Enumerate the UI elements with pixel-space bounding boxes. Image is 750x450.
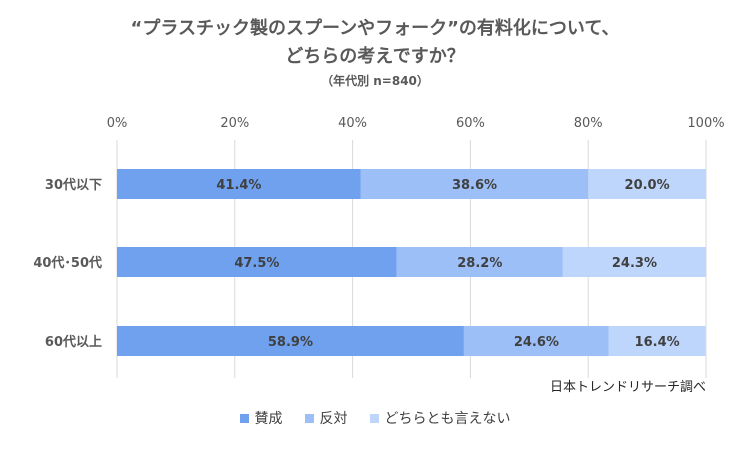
x-tick-label: 100% xyxy=(687,116,724,131)
x-tick-label: 0% xyxy=(107,116,128,131)
x-tick-label: 20% xyxy=(220,116,249,131)
data-label: 16.4% xyxy=(635,335,680,350)
bar-segment xyxy=(360,169,589,199)
legend-swatch-dochiratomo xyxy=(369,413,379,423)
category-label: 60代以上 xyxy=(45,334,102,350)
category-label: 30代以下 xyxy=(45,177,102,193)
legend-item-dochiratomo: どちらとも言えない xyxy=(369,408,511,428)
data-label: 47.5% xyxy=(234,256,279,271)
bar-segment xyxy=(588,169,706,199)
data-label: 20.0% xyxy=(625,178,670,193)
legend-swatch-hantai xyxy=(304,413,314,423)
legend-label-dochiratomo: どちらとも言えない xyxy=(384,411,511,427)
data-label: 58.9% xyxy=(268,335,313,350)
legend-swatch-sansei xyxy=(239,413,249,423)
bar-segment xyxy=(117,326,464,356)
bar-segment xyxy=(117,247,397,277)
x-tick-label: 40% xyxy=(338,116,367,131)
legend-item-hantai: 反対 xyxy=(304,408,348,428)
chart-title-line-1: “プラスチック製のスプーンやフォーク”の有料化について、 xyxy=(130,18,620,39)
data-label: 28.2% xyxy=(457,256,502,271)
bar-segment xyxy=(463,326,609,356)
x-tick-label: 60% xyxy=(456,116,485,131)
data-label: 41.4% xyxy=(216,178,261,193)
data-label: 24.3% xyxy=(612,256,657,271)
chart-title-line-2: どちらの考えですか？ xyxy=(285,46,465,67)
data-label: 38.6% xyxy=(452,178,497,193)
data-label: 24.6% xyxy=(514,335,559,350)
bar-segment xyxy=(562,247,706,277)
source-note: 日本トレンドリサーチ調べ xyxy=(549,380,706,395)
bar-segment xyxy=(117,169,361,199)
bar-segment xyxy=(608,326,706,356)
legend: 賛成 反対 どちらとも言えない xyxy=(0,408,750,428)
legend-label-sansei: 賛成 xyxy=(254,411,283,427)
bar-segment xyxy=(396,247,563,277)
chart-subtitle: （年代別 n=840） xyxy=(321,74,429,88)
legend-item-sansei: 賛成 xyxy=(239,408,283,428)
category-label: 40代･50代 xyxy=(33,255,102,271)
legend-label-hantai: 反対 xyxy=(319,411,348,427)
x-tick-label: 80% xyxy=(574,116,603,131)
